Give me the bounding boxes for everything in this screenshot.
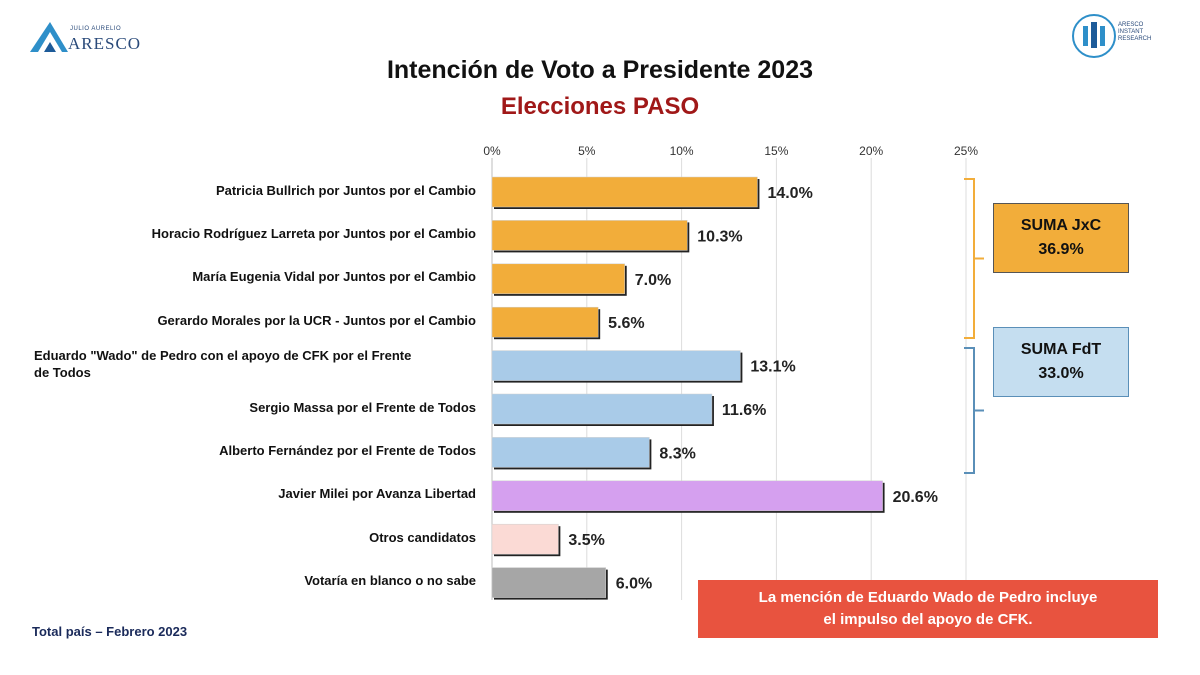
category-label: Eduardo "Wado" de Pedro con el apoyo de …: [34, 347, 484, 381]
footer-source: Total país – Febrero 2023: [32, 624, 188, 639]
bracket-jxc: [964, 178, 984, 339]
bar: [491, 263, 625, 295]
bar: [491, 350, 741, 381]
sum-fdt-value: 33.0%: [1038, 365, 1084, 382]
value-label: 14.0%: [767, 185, 812, 202]
category-label-line: Gerardo Morales por la UCR - Juntos por …: [157, 312, 476, 328]
sum-fdt-label: SUMA FdT: [1020, 341, 1102, 358]
brackets-layer: [964, 178, 984, 474]
bar: [491, 437, 650, 468]
value-label: 3.5%: [568, 532, 604, 549]
bar: [491, 220, 688, 251]
category-label-line: Eduardo "Wado" de Pedro con el apoyo de …: [34, 347, 412, 363]
sum-jxc-label: SUMA JxC: [1020, 217, 1102, 234]
bar: [491, 523, 559, 555]
bar: [491, 567, 607, 598]
category-label-line: de Todos: [34, 364, 91, 380]
sum-fdt-box: SUMA FdT 33.0%: [993, 327, 1129, 397]
sum-jxc-box: SUMA JxC 36.9%: [993, 203, 1129, 273]
category-label: Gerardo Morales por la UCR - Juntos por …: [0, 312, 476, 329]
aresco-triangle-icon: [30, 22, 68, 52]
category-label: Horacio Rodríguez Larreta por Juntos por…: [0, 225, 476, 242]
x-tick-label: 5%: [578, 144, 596, 158]
aresco-logo: JULIO AURELIO ARESCO: [28, 14, 148, 64]
value-label: 11.6%: [722, 402, 766, 419]
sum-jxc-value: 36.9%: [1038, 241, 1084, 258]
category-label: Patricia Bullrich por Juntos por el Camb…: [0, 182, 476, 199]
bracket-fdt: [964, 347, 984, 474]
bar: [491, 306, 599, 338]
x-tick-label: 20%: [859, 144, 883, 158]
value-label: 8.3%: [659, 445, 695, 462]
bar: [491, 480, 883, 512]
category-label: Votaría en blanco o no sabe: [0, 572, 476, 589]
category-label-line: Patricia Bullrich por Juntos por el Camb…: [215, 182, 476, 198]
x-tick-label: 25%: [954, 144, 978, 158]
bar: [491, 176, 758, 208]
logo-small-text: JULIO AURELIO: [70, 26, 122, 32]
category-label-line: María Eugenia Vidal por Juntos por el Ca…: [192, 269, 476, 285]
logo-right-line: ARESCO: [1118, 22, 1144, 28]
instant-research-text: ARESCO INSTANT RESEARCH: [1118, 22, 1151, 43]
note-line: el impulso del apoyo de CFK.: [823, 611, 1033, 628]
category-label-line: Votaría en blanco o no sabe: [304, 573, 476, 589]
logo-right-line: RESEARCH: [1118, 36, 1152, 42]
chart-subtitle: Elecciones PASO: [500, 93, 700, 120]
note-box: La mención de Eduardo Wado de Pedro incl…: [698, 580, 1158, 638]
instant-research-logo: ARESCO INSTANT RESEARCH: [1068, 10, 1168, 65]
chart-title: Intención de Voto a Presidente 2023: [386, 56, 814, 84]
bars-layer: [491, 176, 885, 600]
value-label: 20.6%: [893, 489, 938, 506]
x-tick-label: 0%: [483, 144, 501, 158]
category-label: Sergio Massa por el Frente de Todos: [0, 399, 476, 416]
value-labels-layer: 14.0% 10.3% 7.0% 5.6% 13.1% 11.6% 8.3% 20.6% 3.5…: [568, 185, 938, 593]
category-label-line: Otros candidatos: [369, 529, 476, 545]
x-tick-label: 15%: [764, 144, 788, 158]
logo-right-line: INSTANT: [1118, 29, 1144, 35]
category-label: Javier Milei por Avanza Libertad: [0, 485, 476, 502]
bar: [491, 393, 713, 425]
category-label: Otros candidatos: [0, 529, 476, 546]
value-label: 10.3%: [697, 228, 742, 245]
category-label: María Eugenia Vidal por Juntos por el Ca…: [0, 268, 476, 285]
value-label: 13.1%: [750, 359, 795, 376]
category-label-line: Alberto Fernández por el Frente de Todos: [219, 442, 476, 458]
value-label: 7.0%: [635, 272, 671, 289]
category-label-line: Sergio Massa por el Frente de Todos: [249, 399, 476, 415]
x-tick-label: 10%: [670, 144, 694, 158]
value-label: 6.0%: [616, 576, 652, 593]
instant-research-emblem-icon: [1072, 14, 1116, 58]
category-label: Alberto Fernández por el Frente de Todos: [0, 442, 476, 459]
category-label-line: Horacio Rodríguez Larreta por Juntos por…: [151, 225, 476, 241]
category-label-line: Javier Milei por Avanza Libertad: [278, 486, 476, 502]
note-line: La mención de Eduardo Wado de Pedro incl…: [758, 589, 1098, 606]
value-label: 5.6%: [608, 315, 644, 332]
logo-name: ARESCO: [68, 34, 142, 53]
